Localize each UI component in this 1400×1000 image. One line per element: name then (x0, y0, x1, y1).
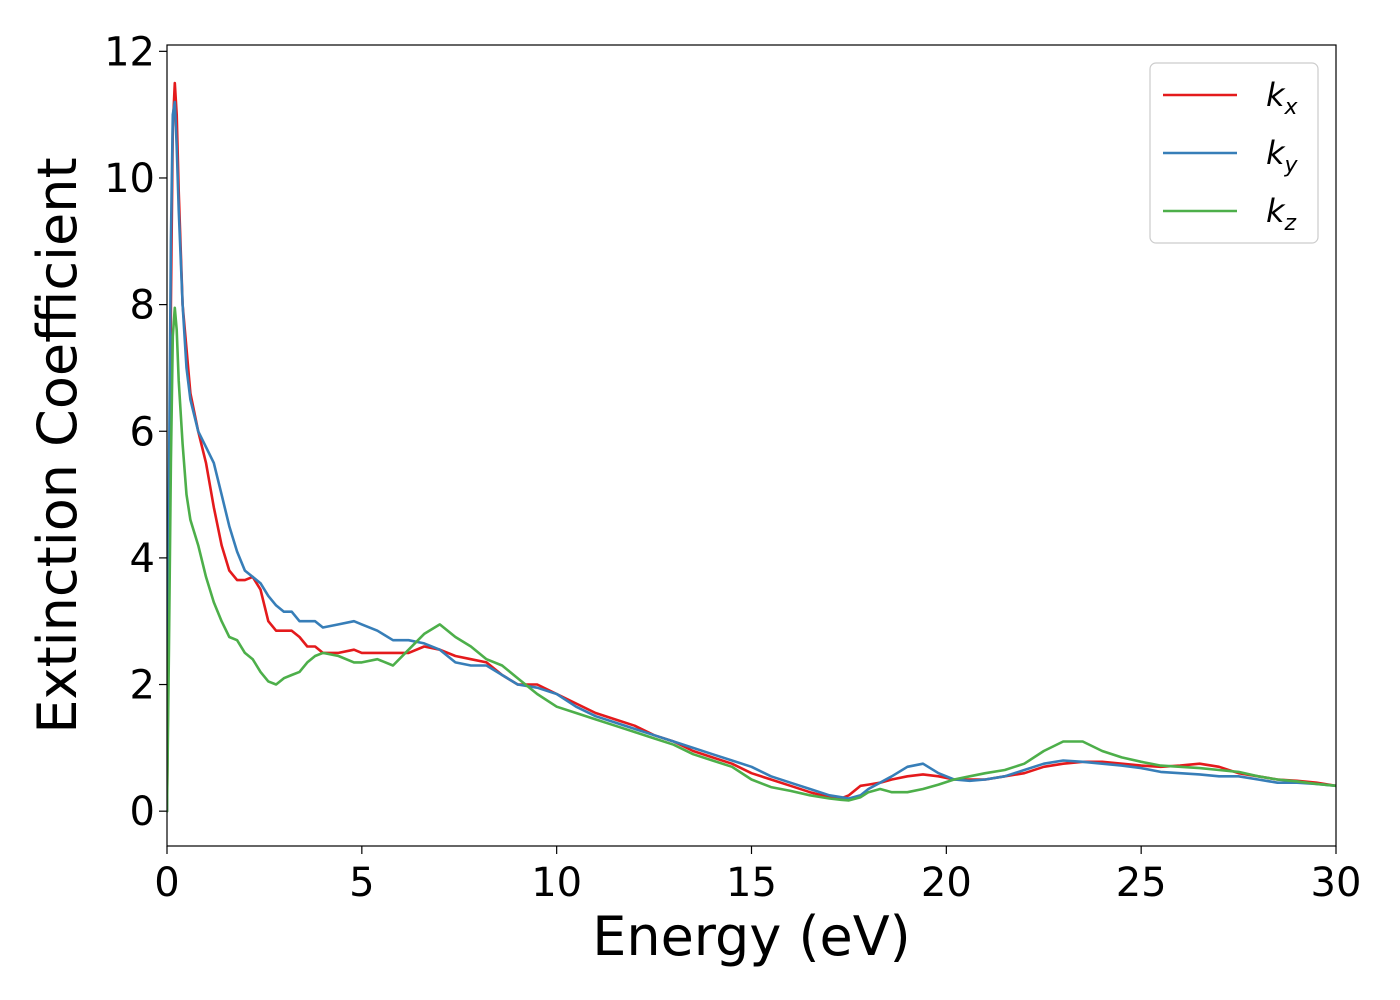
y-tick-label: 2 (130, 663, 155, 709)
x-tick-label: 0 (154, 860, 179, 906)
legend-label: kz (1266, 192, 1297, 236)
y-tick-label: 8 (130, 283, 155, 329)
x-tick-label: 30 (1311, 860, 1362, 906)
x-axis: 0 5 10 15 20 25 30 (154, 846, 1361, 906)
x-tick-label: 5 (349, 860, 374, 906)
legend-label: ky (1266, 134, 1299, 178)
y-axis-title: Extinction Coefficient (26, 157, 89, 733)
legend: kx ky kz (1149, 62, 1319, 244)
series-layer (167, 81, 1336, 813)
y-tick-label: 12 (104, 29, 155, 75)
x-tick-label: 15 (726, 860, 777, 906)
series-line-ky (167, 100, 1336, 813)
x-tick-label: 20 (921, 860, 972, 906)
y-axis: 0 2 4 6 8 10 12 (104, 29, 167, 835)
series-line-kx (167, 81, 1336, 813)
x-axis-title: Energy (eV) (592, 905, 911, 968)
y-tick-label: 0 (130, 789, 155, 835)
legend-label: kx (1266, 76, 1299, 120)
y-tick-label: 10 (104, 156, 155, 202)
y-tick-label: 6 (130, 409, 155, 455)
x-tick-label: 10 (531, 860, 582, 906)
series-line-kz (167, 306, 1336, 813)
x-tick-label: 25 (1116, 860, 1167, 906)
y-tick-label: 4 (130, 536, 155, 582)
